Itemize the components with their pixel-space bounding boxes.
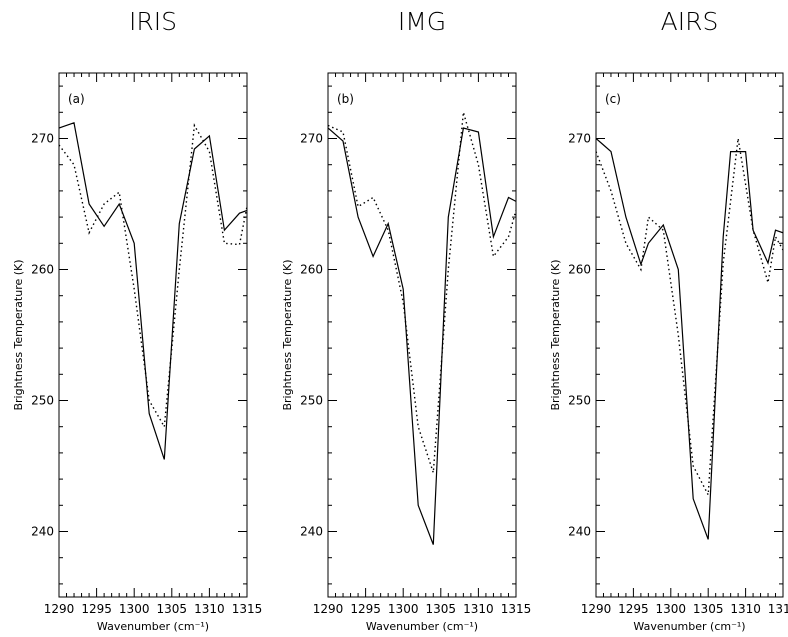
- y-tick-label: 270: [31, 132, 54, 146]
- x-tick-label: 1290: [313, 602, 344, 616]
- x-tick-label: 1300: [656, 602, 687, 616]
- series-line-dotted: [596, 138, 783, 498]
- x-axis-label: Wavenumber (cm⁻¹): [366, 620, 478, 633]
- y-tick-label: 250: [31, 394, 54, 408]
- chart-panel-1: IRIS (a) 1290 1295 1300 1305 1310 1315 240 250 260…: [12, 7, 262, 633]
- x-tick-label: 1300: [388, 602, 419, 616]
- panel-label: (b): [337, 92, 354, 106]
- x-tick-label: 1290: [581, 602, 612, 616]
- x-tick-label: 1295: [618, 602, 649, 616]
- chart-panel-2: IMG (b) 1290 1295 1300 1305 1310 1315 240 250 260 2…: [281, 7, 531, 633]
- plot-frame: [595, 72, 784, 598]
- x-tick-label: 1305: [157, 602, 188, 616]
- x-tick-label: 1310: [730, 602, 761, 616]
- x-tick-label: 1315: [501, 602, 532, 616]
- y-axis-label: Brightness Temperature (K): [12, 259, 25, 410]
- y-tick-label: 240: [568, 525, 591, 539]
- y-tick-label: 260: [31, 263, 54, 277]
- chart-title: IMG: [398, 7, 446, 36]
- plot-frame: [327, 72, 517, 598]
- y-tick-label: 250: [300, 394, 323, 408]
- chart-panel-3: AIRS (c) 1290 1295 1300 1305 1310 1315 240 250 260…: [549, 7, 788, 633]
- x-tick-label: 1290: [44, 602, 75, 616]
- x-tick-label: 1305: [426, 602, 457, 616]
- y-tick-label: 240: [300, 525, 323, 539]
- x-tick-label: 1315: [768, 602, 788, 616]
- y-tick-label: 270: [568, 132, 591, 146]
- y-axis-label: Brightness Temperature (K): [549, 259, 562, 410]
- y-tick-label: 250: [568, 394, 591, 408]
- chart-title: IRIS: [129, 7, 177, 36]
- series-line-solid: [596, 138, 783, 540]
- y-axis-label: Brightness Temperature (K): [281, 259, 294, 410]
- x-tick-label: 1310: [194, 602, 225, 616]
- series-line-dotted: [59, 123, 247, 429]
- y-tick-label: 260: [300, 263, 323, 277]
- chart-title: AIRS: [661, 7, 719, 36]
- x-tick-label: 1305: [693, 602, 724, 616]
- panel-label: (a): [68, 92, 85, 106]
- x-tick-label: 1310: [463, 602, 494, 616]
- x-tick-label: 1295: [350, 602, 381, 616]
- y-tick-label: 260: [568, 263, 591, 277]
- x-axis-label: Wavenumber (cm⁻¹): [633, 620, 745, 633]
- x-tick-label: 1300: [119, 602, 150, 616]
- x-tick-label: 1295: [81, 602, 112, 616]
- x-tick-label: 1315: [232, 602, 263, 616]
- series-line-solid: [59, 122, 247, 460]
- plot-frame: [58, 72, 248, 598]
- x-axis-label: Wavenumber (cm⁻¹): [97, 620, 209, 633]
- panel-label: (c): [605, 92, 621, 106]
- y-tick-label: 240: [31, 525, 54, 539]
- series-line-dotted: [328, 112, 516, 473]
- y-tick-label: 270: [300, 132, 323, 146]
- series-line-solid: [328, 127, 516, 545]
